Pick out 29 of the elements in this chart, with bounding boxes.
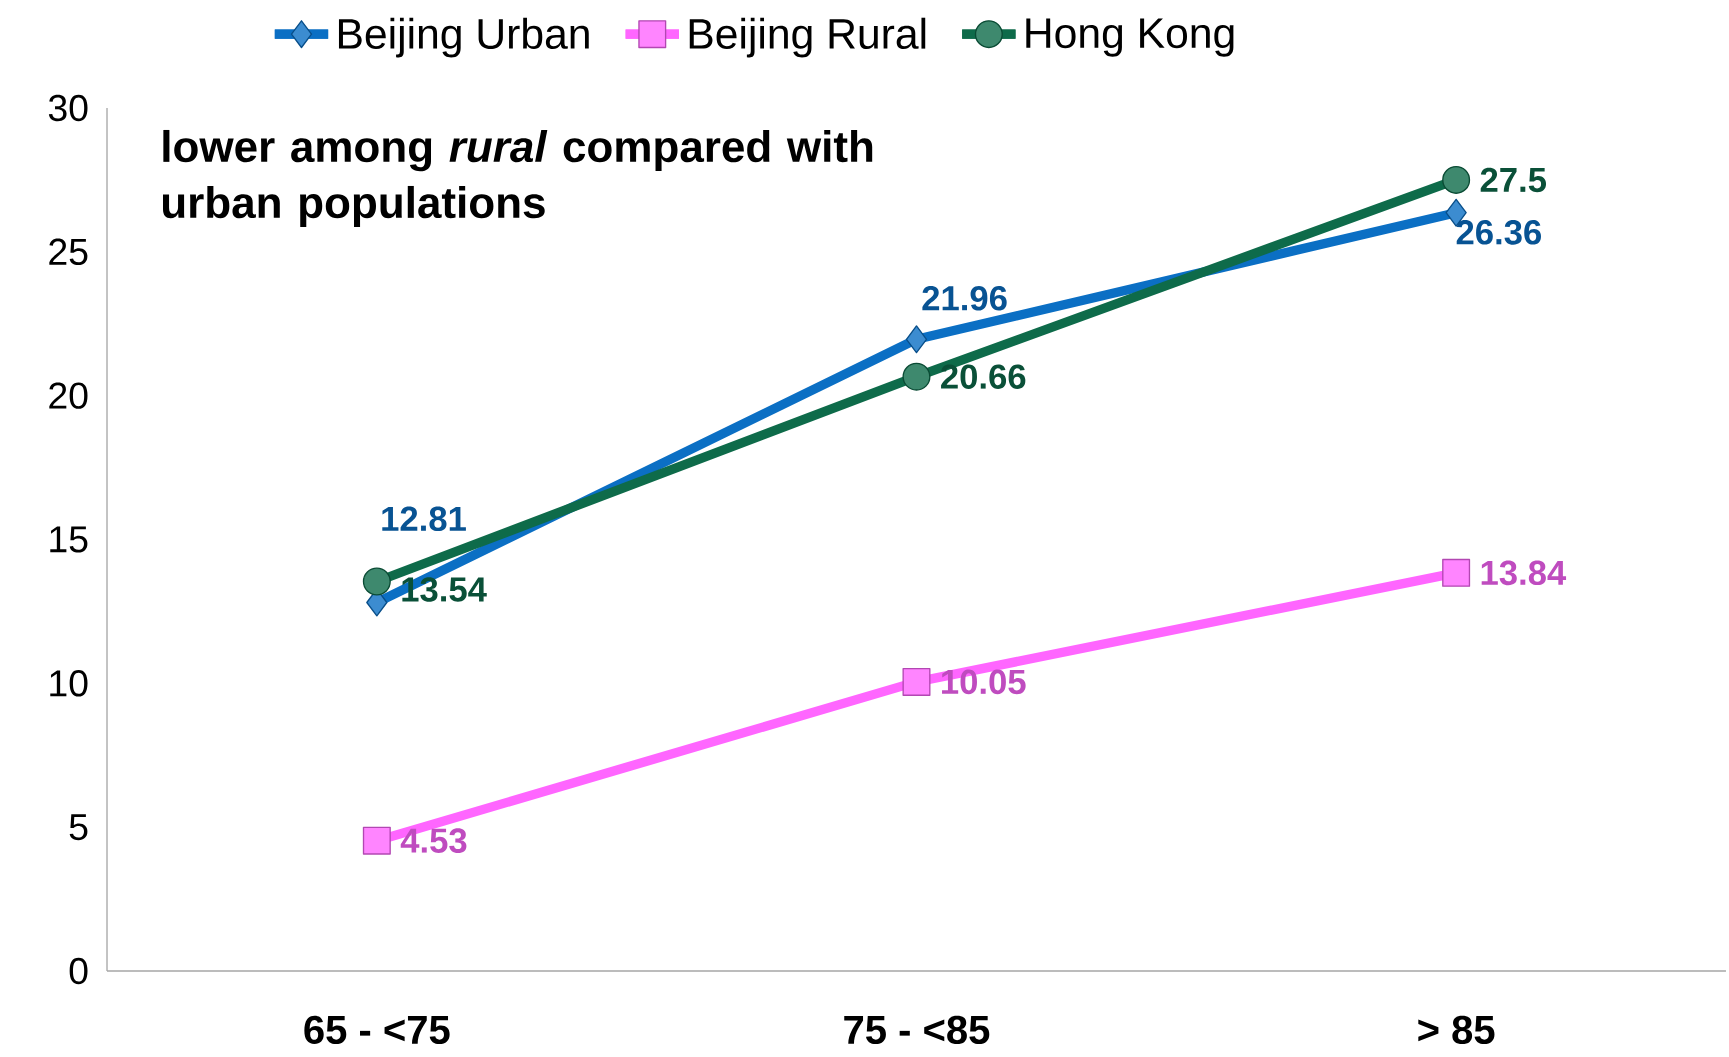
point — [1442, 558, 1471, 587]
y-tick-label: 5 — [69, 814, 88, 841]
point — [902, 362, 931, 391]
point — [362, 567, 391, 596]
x-tick-label: 75 - <85 — [844, 1015, 990, 1045]
annotation: lower among rural compared with urban populations — [163, 129, 873, 227]
y-tick-label: 25 — [49, 238, 88, 266]
x-tick-label: 65 - <75 — [304, 1015, 450, 1045]
legend-label: Beijing Urban — [338, 17, 589, 58]
y-tick-label: 30 — [48, 94, 88, 122]
y-tick-label: 20 — [49, 382, 88, 409]
data-label: 26.36 — [1456, 220, 1541, 245]
data-label: 21.96 — [922, 286, 1007, 311]
y-tick-label: 10 — [50, 670, 88, 697]
data-label: 20.66 — [941, 364, 1026, 389]
point — [362, 826, 391, 855]
data-label: 27.5 — [1480, 167, 1547, 193]
point — [902, 667, 931, 696]
data-label: 12.81 — [382, 506, 466, 532]
data-label: 13.54 — [402, 577, 487, 602]
legend-label: Beijing Rural — [689, 17, 926, 58]
x-tick-label: > 85 — [1418, 1015, 1495, 1045]
y-tick-label: 15 — [50, 526, 88, 553]
y-tick-label: 0 — [69, 957, 88, 985]
legend-label: Hong Kong — [1026, 18, 1234, 57]
point — [1442, 165, 1471, 194]
data-label: 4.53 — [400, 828, 467, 853]
data-label: 13.84 — [1481, 560, 1567, 586]
data-label: 10.05 — [942, 669, 1026, 695]
